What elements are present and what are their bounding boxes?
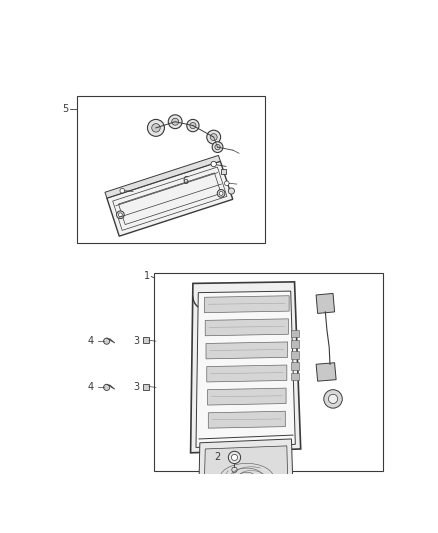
Text: 4: 4 xyxy=(88,336,94,346)
Circle shape xyxy=(172,118,179,125)
Polygon shape xyxy=(208,411,285,428)
Circle shape xyxy=(148,119,164,136)
Polygon shape xyxy=(196,291,295,447)
Polygon shape xyxy=(316,294,335,313)
Bar xyxy=(291,341,299,348)
Circle shape xyxy=(217,190,225,197)
Circle shape xyxy=(232,467,237,472)
Polygon shape xyxy=(208,388,286,405)
Text: 4: 4 xyxy=(88,382,94,392)
Text: 6: 6 xyxy=(182,176,188,186)
Polygon shape xyxy=(205,319,288,336)
Bar xyxy=(221,169,226,174)
Polygon shape xyxy=(191,282,301,453)
Circle shape xyxy=(212,142,223,152)
Polygon shape xyxy=(206,342,288,359)
Circle shape xyxy=(190,123,196,128)
Circle shape xyxy=(215,144,220,150)
Circle shape xyxy=(207,130,221,144)
Circle shape xyxy=(103,338,110,344)
Polygon shape xyxy=(107,161,233,236)
Circle shape xyxy=(152,124,160,132)
Circle shape xyxy=(187,119,199,132)
Circle shape xyxy=(211,161,216,167)
Polygon shape xyxy=(205,296,289,313)
Circle shape xyxy=(168,115,182,128)
Circle shape xyxy=(231,454,237,461)
Circle shape xyxy=(224,181,229,185)
Circle shape xyxy=(120,188,124,193)
Bar xyxy=(291,362,299,370)
Circle shape xyxy=(118,213,122,217)
Circle shape xyxy=(219,191,223,195)
Text: 1: 1 xyxy=(145,271,151,281)
Circle shape xyxy=(328,394,338,403)
Circle shape xyxy=(117,211,124,219)
Bar xyxy=(143,384,149,390)
Polygon shape xyxy=(204,446,288,512)
Circle shape xyxy=(103,384,110,391)
Circle shape xyxy=(324,390,342,408)
Bar xyxy=(291,329,299,337)
Polygon shape xyxy=(207,365,287,382)
Polygon shape xyxy=(105,156,220,198)
Text: 3: 3 xyxy=(134,382,140,392)
Bar xyxy=(291,351,299,359)
Polygon shape xyxy=(198,439,294,518)
Text: 2: 2 xyxy=(215,451,221,462)
Circle shape xyxy=(228,451,240,464)
Bar xyxy=(155,273,383,471)
Circle shape xyxy=(210,134,217,141)
Polygon shape xyxy=(316,363,336,381)
Text: 3: 3 xyxy=(134,336,140,346)
Text: 5: 5 xyxy=(62,103,68,114)
Bar xyxy=(78,96,265,243)
Bar xyxy=(143,337,149,343)
Bar xyxy=(291,373,299,381)
Circle shape xyxy=(228,188,234,194)
